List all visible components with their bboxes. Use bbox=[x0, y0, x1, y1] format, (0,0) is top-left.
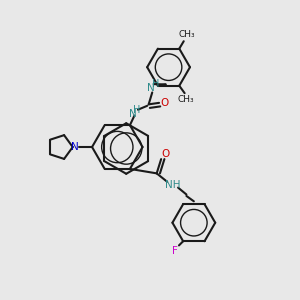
Text: O: O bbox=[161, 149, 169, 159]
Text: H: H bbox=[133, 105, 140, 115]
Text: CH₃: CH₃ bbox=[178, 30, 195, 39]
Text: N: N bbox=[147, 83, 154, 93]
Text: CH₃: CH₃ bbox=[178, 95, 194, 104]
Text: N: N bbox=[129, 109, 137, 119]
Text: N: N bbox=[71, 142, 79, 152]
Text: O: O bbox=[160, 98, 169, 108]
Text: NH: NH bbox=[165, 180, 181, 190]
Text: H: H bbox=[152, 79, 160, 89]
Text: F: F bbox=[172, 246, 178, 256]
